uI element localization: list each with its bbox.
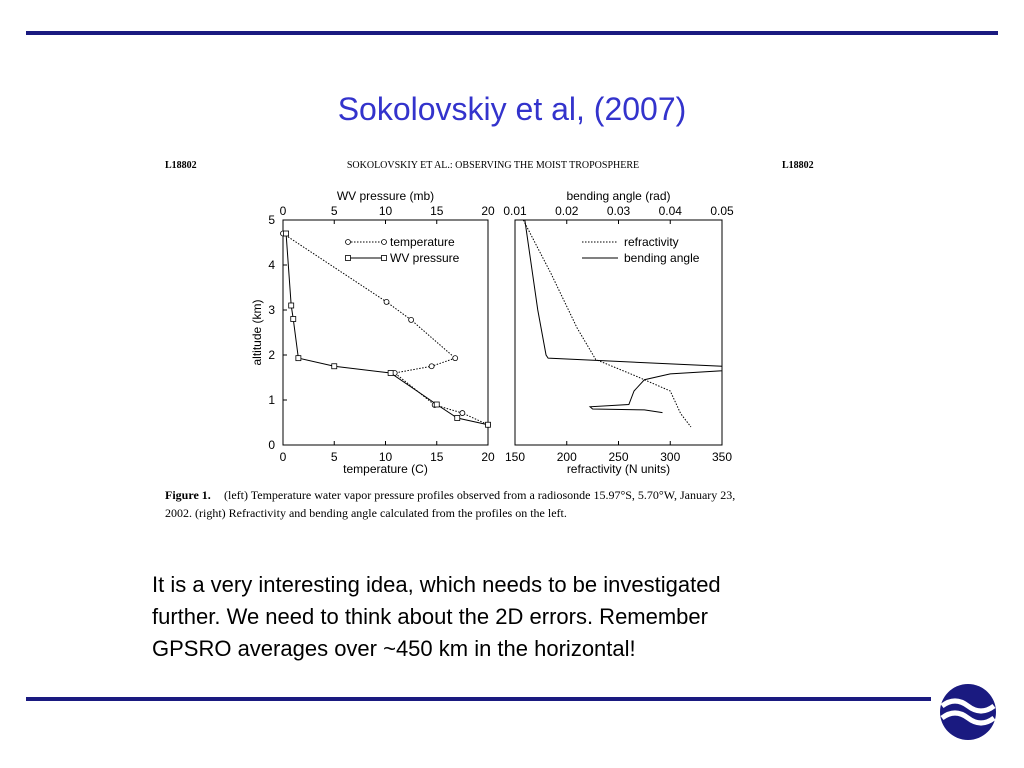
bottom-rule: [26, 697, 931, 701]
top-rule: [26, 31, 998, 35]
series-marker: [288, 302, 295, 309]
body-line: GPSRO averages over ~450 km in the horiz…: [152, 636, 636, 661]
series-marker: [459, 410, 466, 416]
y-axis-label: altitude (km): [250, 299, 264, 365]
series-marker: [290, 316, 297, 322]
series-marker: [408, 316, 415, 323]
x-tick-label: 0: [280, 450, 287, 464]
x2-tick-label: 10: [379, 204, 393, 218]
legend-marker: [345, 239, 351, 245]
x-tick-label: 150: [505, 450, 525, 464]
legend-label: temperature: [390, 235, 455, 249]
series-marker: [283, 230, 289, 237]
series-marker: [428, 363, 435, 370]
figure-header-right: L18802: [782, 160, 814, 171]
legend-marker: [381, 255, 387, 261]
series-marker: [295, 355, 302, 362]
legend-label: WV pressure: [390, 251, 460, 265]
x-tick-label: 200: [557, 450, 577, 464]
legend-label: bending angle: [624, 251, 700, 265]
series-marker: [452, 355, 459, 362]
legend-marker: [381, 239, 387, 245]
x2-axis-label: bending angle (rad): [566, 189, 670, 203]
caption-line: 2002. (right) Refractivity and bending a…: [165, 506, 567, 520]
x2-axis-label: WV pressure (mb): [337, 189, 434, 203]
legend-label: refractivity: [624, 235, 679, 249]
x2-tick-label: 5: [331, 204, 338, 218]
y-tick-label: 3: [268, 303, 275, 317]
series-marker: [383, 298, 390, 305]
y-tick-label: 1: [268, 393, 275, 407]
x2-tick-label: 15: [430, 204, 444, 218]
x-tick-label: 15: [430, 450, 444, 464]
x2-tick-label: 0.01: [503, 204, 527, 218]
x-tick-label: 250: [608, 450, 628, 464]
x-axis-label: refractivity (N units): [567, 462, 670, 476]
y-tick-label: 5: [268, 213, 275, 227]
figure-header-center: SOKOLOVSKIY ET AL.: OBSERVING THE MOIST …: [347, 160, 639, 171]
caption-line: (left) Temperature water vapor pressure …: [224, 488, 735, 502]
x-tick-label: 300: [660, 450, 680, 464]
logo: [940, 684, 996, 740]
x-tick-label: 10: [379, 450, 393, 464]
series-line: [524, 219, 723, 414]
slide-title: Sokolovskiy et al, (2007): [338, 91, 687, 127]
series-line: [522, 219, 692, 428]
x2-tick-label: 0: [280, 204, 287, 218]
series-marker: [485, 421, 491, 428]
y-tick-label: 0: [268, 438, 275, 452]
y-tick-label: 2: [268, 348, 275, 362]
x-axis-label: temperature (C): [343, 462, 428, 476]
series-marker: [331, 363, 338, 370]
x2-tick-label: 0.05: [710, 204, 734, 218]
x-tick-label: 5: [331, 450, 338, 464]
body-line: further. We need to think about the 2D e…: [152, 604, 708, 629]
x2-tick-label: 20: [481, 204, 495, 218]
x-tick-label: 350: [712, 450, 732, 464]
x2-tick-label: 0.02: [555, 204, 579, 218]
series-marker: [387, 370, 394, 376]
figure-header-left: L18802: [165, 160, 197, 171]
legend-marker: [345, 255, 351, 261]
caption-label: Figure 1.: [165, 488, 211, 502]
x2-tick-label: 0.03: [607, 204, 631, 218]
series-marker: [454, 415, 461, 421]
x-tick-label: 20: [481, 450, 495, 464]
x2-tick-label: 0.04: [659, 204, 683, 218]
y-tick-label: 4: [268, 258, 275, 272]
body-line: It is a very interesting idea, which nee…: [152, 572, 721, 597]
series-marker: [433, 401, 440, 408]
